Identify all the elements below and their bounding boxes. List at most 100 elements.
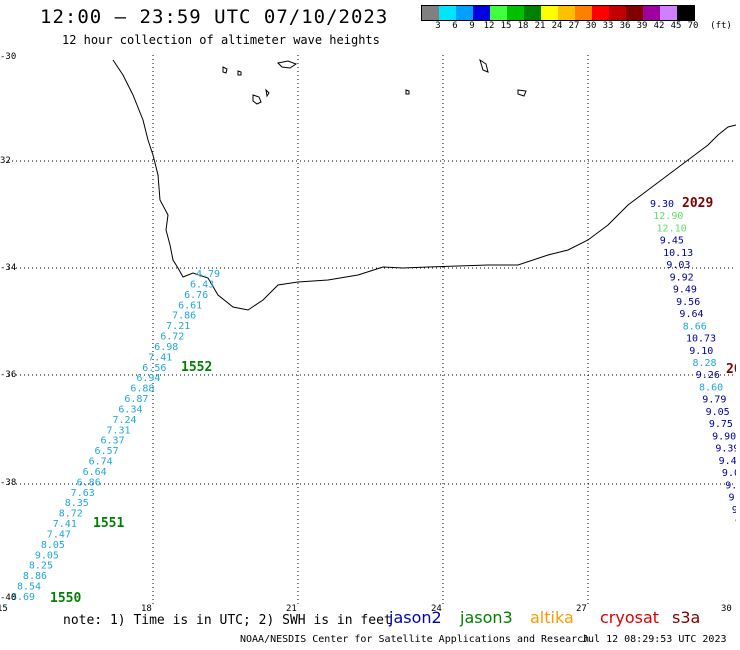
map-grid [8, 55, 736, 605]
colorbar-tick-label: 15 [500, 21, 512, 31]
footer-note: note: 1) Time is in UTC; 2) SWH is in fe… [63, 613, 392, 628]
colorbar-tick-label: 36 [619, 21, 631, 31]
wave-height-value: 8.60 [699, 382, 723, 393]
wave-height-value: 6.34 [118, 404, 142, 415]
colorbar-tick-label: 30 [585, 21, 597, 31]
colorbar-swatch [677, 6, 694, 20]
wave-height-value: 9.03 [666, 260, 690, 271]
wave-height-value: 9.75 [709, 419, 733, 430]
colorbar-tick-label: 9 [469, 21, 475, 31]
colorbar-swatch [456, 6, 473, 20]
wave-height-value: 6.86 [77, 477, 101, 488]
legend-item: altika [530, 608, 574, 627]
colorbar-tick-label: 21 [534, 21, 546, 31]
page-subtitle: 12 hour collection of altimeter wave hei… [62, 33, 380, 47]
longitude-label: 15 [0, 604, 8, 614]
wave-height-value: 9.92 [670, 272, 694, 283]
wave-height-value: 7.41 [148, 352, 172, 363]
colorbar-tick-label: 6 [452, 21, 458, 31]
longitude-label: 24 [431, 604, 442, 614]
longitude-label: 27 [576, 604, 587, 614]
time-label: 1551 [93, 516, 124, 531]
wave-height-value: 9. [732, 505, 736, 516]
time-label: 1550 [50, 591, 81, 605]
colorbar-tick-label: 27 [568, 21, 580, 31]
wave-height-value: 9.0 [722, 468, 736, 479]
time-label: 2029 [682, 196, 713, 211]
wave-height-value: 6.37 [101, 436, 125, 447]
wave-height-value: 6.76 [184, 290, 208, 301]
colorbar-swatch [473, 6, 490, 20]
wave-height-value: 6.72 [160, 332, 184, 343]
page-title: 12:00 – 23:59 UTC 07/10/2023 [40, 6, 389, 28]
legend-item: s3a [672, 608, 701, 627]
wave-height-value: 9.05 [706, 407, 730, 418]
wave-height-value: 6.88 [130, 384, 154, 395]
colorbar-tick-label: 33 [602, 21, 614, 31]
latitude-label: -30 [0, 52, 17, 62]
wave-height-value: 7.41 [53, 519, 77, 530]
legend-item: jason2 [389, 608, 442, 627]
wave-height-value: 12.10 [657, 223, 687, 234]
wave-height-value: 9.39 [715, 444, 736, 455]
islands [222, 58, 527, 105]
colorbar-tick-label: 24 [551, 21, 563, 31]
latitude-label: 32 [0, 156, 11, 166]
latitude-label: -36 [0, 370, 17, 380]
wave-height-value: 9.45 [719, 456, 736, 467]
wave-height-value: 9.05 [35, 550, 59, 561]
wave-height-value: 9.56 [676, 297, 700, 308]
legend-item: jason3 [460, 608, 513, 627]
colorbar-swatch [558, 6, 575, 20]
colorbar-swatch [660, 6, 677, 20]
colorbar-swatch [592, 6, 609, 20]
track-east: 9.3012.9012.109.4510.139.039.929.499.569… [650, 196, 736, 528]
wave-height-value: 9.79 [702, 395, 726, 406]
wave-height-value: 6.94 [136, 373, 160, 384]
wave-height-value: 8.28 [693, 358, 717, 369]
colorbar-tick-label: 3 [435, 21, 441, 31]
wave-height-value: 6.61 [178, 300, 202, 311]
colorbar-swatch [507, 6, 524, 20]
wave-height-value: 7.31 [106, 425, 130, 436]
wave-height-value: 10.13 [663, 248, 693, 259]
wave-height-value: 6.74 [89, 457, 113, 468]
wave-height-value: 6.56 [142, 363, 166, 374]
colorbar-tick-label: 18 [517, 21, 529, 31]
wave-height-value: 4.79 [196, 269, 220, 280]
wave-height-value: 6.43 [190, 279, 214, 290]
latitude-label: -38 [0, 478, 17, 488]
colorbar [421, 5, 695, 21]
wave-height-value: 9.30 [650, 199, 674, 210]
time-label: 1552 [181, 360, 212, 375]
wave-height-value: 9.45 [660, 236, 684, 247]
colorbar-swatch [575, 6, 592, 20]
wave-height-value: 8.05 [41, 540, 65, 551]
wave-height-value: 6.87 [124, 394, 148, 405]
wave-height-value: 6.64 [83, 467, 107, 478]
credit-text: NOAA/NESDIS Center for Satellite Applica… [240, 634, 590, 645]
wave-height-value: 7.24 [112, 415, 136, 426]
map-frame [8, 55, 736, 605]
wave-height-value: 9.26 [696, 370, 720, 381]
wave-height-value: 6.57 [95, 446, 119, 457]
colorbar-swatch [422, 6, 439, 20]
map: 4.796.436.766.617.867.216.726.987.416.56… [8, 55, 736, 605]
wave-height-value: 9. [728, 493, 736, 504]
wave-height-value: 8.54 [17, 582, 41, 593]
colorbar-swatch [490, 6, 507, 20]
latitude-label: -34 [0, 263, 17, 273]
colorbar-tick-label: 70 [687, 21, 699, 31]
wave-height-value: 9.90 [712, 431, 736, 442]
wave-height-value: 6.98 [154, 342, 178, 353]
wave-height-value: 7.86 [172, 311, 196, 322]
wave-height-value: 8.69 [11, 592, 35, 603]
wave-height-value: 7.63 [71, 488, 95, 499]
wave-height-value: 9.9 [725, 480, 736, 491]
colorbar-tick-label: 39 [636, 21, 648, 31]
colorbar-swatch [541, 6, 558, 20]
wave-height-value: 9.49 [673, 285, 697, 296]
colorbar-swatch [439, 6, 456, 20]
legend-item: cryosat [600, 608, 660, 627]
wave-height-value: 8.66 [683, 321, 707, 332]
